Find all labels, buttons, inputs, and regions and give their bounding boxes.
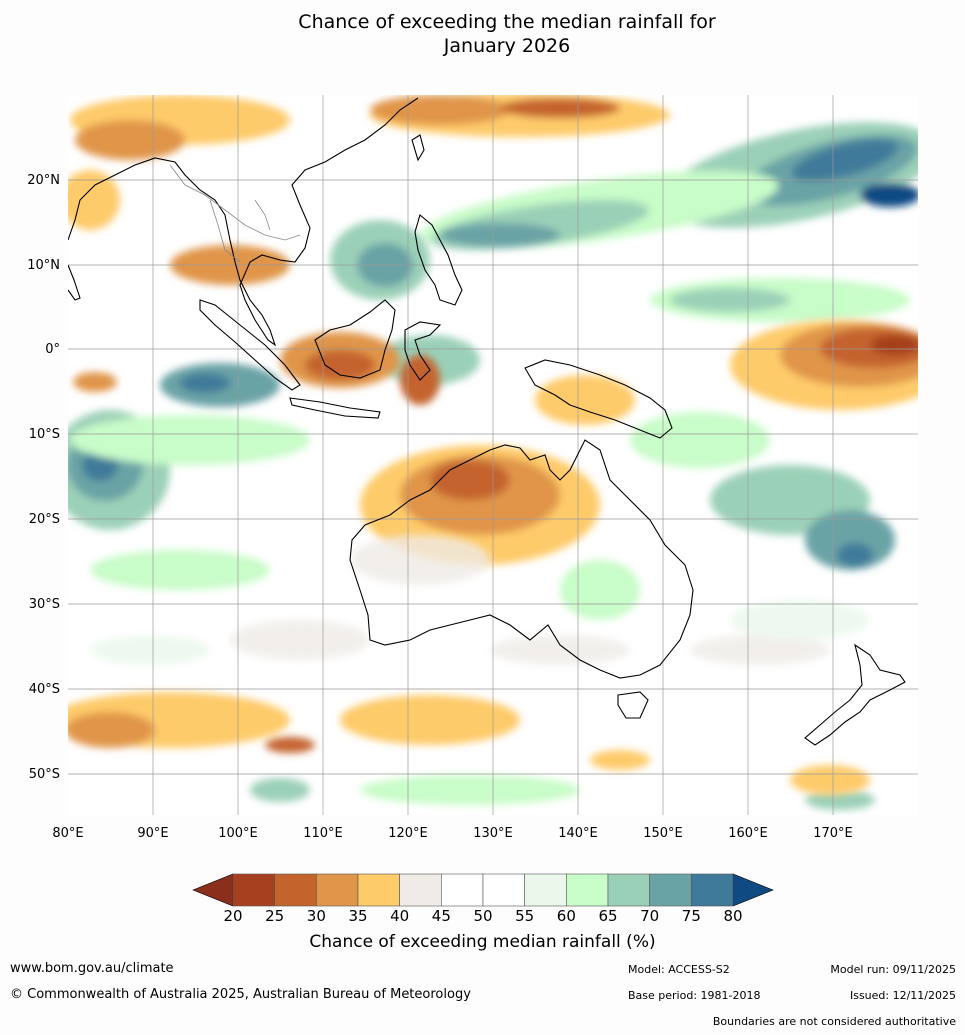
colorbar-over-arrow bbox=[732, 873, 774, 907]
lat-tick-label: 20°N bbox=[27, 173, 60, 188]
colorbar-segment bbox=[357, 873, 400, 907]
india-tip-outline bbox=[68, 264, 81, 301]
lat-tick-label: 10°S bbox=[29, 427, 60, 442]
lon-tick-label: 100°E bbox=[218, 826, 258, 841]
colorbar-segment bbox=[566, 873, 609, 907]
colorbar-segment bbox=[691, 873, 734, 907]
issued-date: Issued: 12/11/2025 bbox=[849, 989, 956, 1002]
philippines-outline bbox=[414, 214, 463, 306]
australia-outline bbox=[349, 439, 694, 679]
colorbar-tick-label: 40 bbox=[390, 907, 409, 925]
new-guinea-outline bbox=[524, 359, 673, 439]
tasmania-outline bbox=[617, 691, 649, 719]
colorbar-tick-label: 35 bbox=[348, 907, 367, 925]
borneo-outline bbox=[314, 299, 396, 379]
lon-tick-label: 110°E bbox=[303, 826, 343, 841]
colorbar-tick-label: 30 bbox=[307, 907, 326, 925]
colorbar-segment bbox=[274, 873, 317, 907]
colorbar-tick-label: 75 bbox=[682, 907, 701, 925]
java-outline bbox=[289, 397, 381, 419]
colorbar-tick-label: 55 bbox=[515, 907, 534, 925]
lon-tick-label: 150°E bbox=[643, 826, 683, 841]
colorbar-tick-label: 25 bbox=[265, 907, 284, 925]
sumatra-outline bbox=[199, 299, 301, 391]
website-link[interactable]: www.bom.gov.au/climate bbox=[10, 961, 174, 976]
lat-axis-labels: 20°N 10°N 0° 10°S 20°S 30°S 40°S 50°S bbox=[27, 173, 60, 782]
colorbar-segment bbox=[441, 873, 484, 907]
lat-tick-label: 30°S bbox=[29, 597, 60, 612]
colorbar-segment bbox=[316, 873, 359, 907]
boundary-disclaimer: Boundaries are not considered authoritat… bbox=[712, 1015, 956, 1028]
taiwan-outline bbox=[411, 134, 425, 162]
lon-tick-label: 80°E bbox=[52, 826, 83, 841]
coastlines bbox=[68, 97, 906, 746]
sulawesi-outline bbox=[404, 321, 442, 381]
lat-tick-label: 10°N bbox=[27, 258, 60, 273]
colorbar-tick-label: 70 bbox=[640, 907, 659, 925]
colorbar-under-arrow bbox=[192, 873, 234, 907]
wet-regions bbox=[68, 122, 918, 810]
colorbar-tick-label: 80 bbox=[723, 907, 742, 925]
new-zealand-outline bbox=[804, 643, 906, 746]
colorbar-segment bbox=[232, 873, 275, 907]
gridlines bbox=[68, 95, 918, 815]
lat-tick-label: 20°S bbox=[29, 512, 60, 527]
copyright-text: © Commonwealth of Australia 2025, Austra… bbox=[10, 987, 471, 1002]
colorbar-tick-label: 60 bbox=[557, 907, 576, 925]
colorbar: 20 25 30 35 40 45 50 55 60 65 70 75 80 bbox=[192, 873, 774, 925]
model-run-date: Model run: 09/11/2025 bbox=[830, 963, 956, 976]
lon-tick-label: 170°E bbox=[813, 826, 853, 841]
chart-title: Chance of exceeding the median rainfall … bbox=[0, 10, 965, 58]
colorbar-tick-label: 20 bbox=[223, 907, 242, 925]
lon-tick-label: 120°E bbox=[388, 826, 428, 841]
colorbar-tick-label: 45 bbox=[432, 907, 451, 925]
colorbar-segment bbox=[649, 873, 692, 907]
lon-tick-label: 140°E bbox=[558, 826, 598, 841]
lat-tick-label: 40°S bbox=[29, 682, 60, 697]
colorbar-segment bbox=[482, 873, 525, 907]
model-name: Model: ACCESS-S2 bbox=[628, 963, 730, 976]
colorbar-segment bbox=[607, 873, 650, 907]
asia-mainland-outline bbox=[68, 97, 419, 347]
neutral-regions bbox=[90, 535, 870, 665]
lon-tick-label: 130°E bbox=[473, 826, 513, 841]
base-period: Base period: 1981-2018 bbox=[628, 989, 761, 1002]
colorbar-segment bbox=[399, 873, 442, 907]
dry-regions bbox=[68, 95, 918, 795]
lon-tick-label: 90°E bbox=[137, 826, 168, 841]
colorbar-tick-label: 65 bbox=[598, 907, 617, 925]
map-panel bbox=[68, 95, 918, 815]
title-line-2: January 2026 bbox=[443, 35, 571, 57]
country-borders bbox=[169, 164, 301, 263]
title-line-1: Chance of exceeding the median rainfall … bbox=[298, 11, 716, 33]
colorbar-title: Chance of exceeding median rainfall (%) bbox=[309, 932, 656, 952]
lat-tick-label: 0° bbox=[45, 342, 60, 357]
lat-tick-label: 50°S bbox=[29, 767, 60, 782]
colorbar-segment bbox=[524, 873, 567, 907]
lon-tick-label: 160°E bbox=[728, 826, 768, 841]
lon-axis-labels: 80°E 90°E 100°E 110°E 120°E 130°E 140°E … bbox=[52, 826, 852, 841]
colorbar-tick-label: 50 bbox=[473, 907, 492, 925]
